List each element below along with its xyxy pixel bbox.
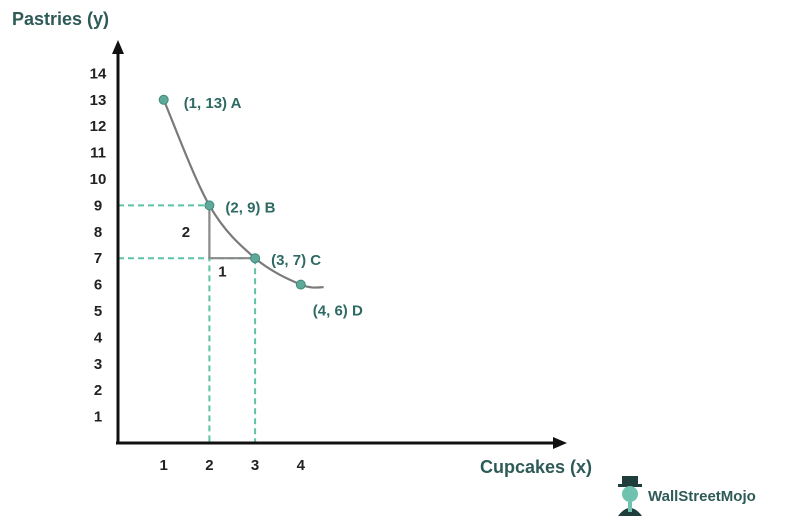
slope-annotation: 1 <box>218 263 226 280</box>
x-tick-labels: 1 2 3 4 <box>160 457 306 474</box>
x-tick-label: 3 <box>251 457 259 474</box>
y-tick-label: 14 <box>90 65 107 82</box>
y-axis-arrow <box>112 40 124 54</box>
y-tick-label: 11 <box>90 145 106 162</box>
x-tick-label: 1 <box>160 457 168 474</box>
y-tick-label: 2 <box>94 382 102 399</box>
y-tick-label: 6 <box>94 277 102 294</box>
x-tick-label: 4 <box>297 457 306 474</box>
x-tick-label: 2 <box>205 457 213 474</box>
data-point <box>250 253 261 264</box>
y-axis-label: Pastries (y) <box>12 9 109 29</box>
y-tick-label: 12 <box>90 118 107 135</box>
y-tick-label: 5 <box>94 303 102 320</box>
indifference-curve <box>162 99 324 289</box>
guide-lines <box>118 204 257 443</box>
point-label: (4, 6) D <box>313 303 363 320</box>
wallstreetmojo-logo: WallStreetMojo <box>618 476 756 516</box>
x-axis-arrow <box>553 437 567 449</box>
slope-triangle <box>208 205 256 260</box>
slope-annotations: 21 <box>182 224 227 281</box>
data-points <box>158 94 306 290</box>
data-point <box>158 94 169 105</box>
x-axis-label: Cupcakes (x) <box>480 457 592 477</box>
y-tick-label: 3 <box>94 356 102 373</box>
data-point <box>204 200 215 211</box>
y-tick-label: 8 <box>94 224 102 241</box>
data-point <box>295 279 306 290</box>
y-tick-label: 4 <box>94 329 103 346</box>
y-tick-label: 1 <box>94 409 102 426</box>
y-tick-label: 7 <box>94 250 102 267</box>
point-label: (1, 13) A <box>184 95 242 112</box>
y-tick-label: 9 <box>94 197 102 214</box>
point-labels: (1, 13) A (2, 9) B (3, 7) C (4, 6) D <box>184 95 363 320</box>
point-label: (2, 9) B <box>225 199 275 216</box>
brand-name: WallStreetMojo <box>648 488 756 505</box>
y-tick-label: 13 <box>90 92 107 109</box>
slope-annotation: 2 <box>182 224 190 241</box>
point-label: (3, 7) C <box>271 252 321 269</box>
mascot-icon <box>618 476 642 516</box>
y-tick-label: 10 <box>90 171 107 188</box>
